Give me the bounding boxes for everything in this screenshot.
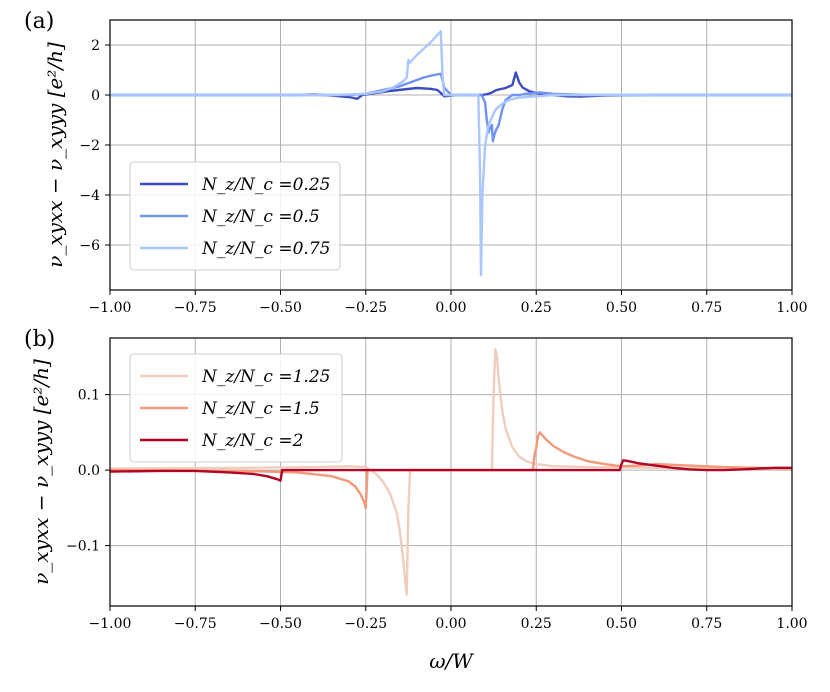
panel-b-ytick-label: 0.0 [78,463,100,479]
panel-a-ytick-label: −2 [79,138,100,154]
panel-b-legend-label-3: N_z/N_c =2 [201,431,303,451]
panel-b-xtick-label: −0.25 [344,616,387,632]
x-axis-label: ω/W [429,649,474,673]
panel-a-legend-label-2: N_z/N_c =0.5 [201,207,320,227]
panel-a: (a) −1.00 −0.75 −0.50 −0.25 0.00 0.25 0.50 0.75… [24,9,808,316]
panel-b-xtick-label: −1.00 [89,616,132,632]
panel-a-ytick-label: −6 [79,238,100,254]
panel-b-xtick-label: 0.50 [606,616,637,632]
panel-a-legend-label-1: N_z/N_c =0.25 [201,175,330,195]
panel-b-legend-box [129,353,343,463]
panel-a-xtick-label: 0.00 [435,300,466,316]
panel-b-ytick-label: −0.1 [66,539,100,555]
panel-a-label: (a) [24,9,54,34]
panel-a-ytick-label: −4 [79,188,100,204]
panel-b-ytick-label: 0.1 [78,388,100,404]
panel-a-legend: N_z/N_c =0.25 N_z/N_c =0.5 N_z/N_c =0.75 [129,161,341,271]
panel-b-xtick-label: −0.50 [259,616,302,632]
panel-b-xtick-label: −0.75 [174,616,217,632]
panel-b-xtick-label: 1.00 [776,616,807,632]
panel-b-legend: N_z/N_c =1.25 N_z/N_c =1.5 N_z/N_c =2 [129,353,343,463]
panel-a-xtick-label: −0.75 [174,300,217,316]
panel-a-xtick-label: −0.25 [344,300,387,316]
panel-a-series-line-3 [110,30,792,277]
panel-a-legend-box [129,161,341,271]
panel-a-xtick-label: −0.50 [259,300,302,316]
panel-a-xtick-label: 0.50 [606,300,637,316]
panel-a-ytick-label: 2 [91,38,100,54]
panel-a-series [110,30,792,277]
panel-b-label: (b) [24,327,55,352]
panel-b-series-line-3 [109,459,792,482]
panel-b-xtick-label: 0.00 [435,616,466,632]
panel-b: (b) −1.00 −0.75 −0.50 −0.25 0.00 0.25 0.50 0.75… [24,327,808,673]
panel-b-legend-label-2: N_z/N_c =1.5 [201,399,320,419]
panel-b-legend-label-1: N_z/N_c =1.25 [201,367,330,387]
panel-b-xtick-label: 0.75 [691,616,722,632]
panel-a-ylabel: ν_xyxx − ν_xyyy [e²/h] [43,42,67,268]
panel-a-ytick-label: 0 [91,88,100,104]
panel-a-xtick-label: 0.75 [691,300,722,316]
panel-a-legend-label-3: N_z/N_c =0.75 [201,239,330,259]
panel-a-xtick-label: −1.00 [89,300,132,316]
panel-b-xtick-label: 0.25 [521,616,552,632]
panel-a-xtick-label: 0.25 [521,300,552,316]
panel-b-series [109,348,793,596]
panel-b-ticks: −1.00 −0.75 −0.50 −0.25 0.00 0.25 0.50 0.75 1.00… [66,388,808,632]
panel-a-xtick-label: 1.00 [776,300,807,316]
panel-b-series-line-2 [109,431,793,510]
panel-a-ticks: −1.00 −0.75 −0.50 −0.25 0.00 0.25 0.50 0.75 1.00… [79,38,807,316]
panel-b-ylabel: ν_xyxx − ν_xyyy [e²/h] [29,359,53,585]
